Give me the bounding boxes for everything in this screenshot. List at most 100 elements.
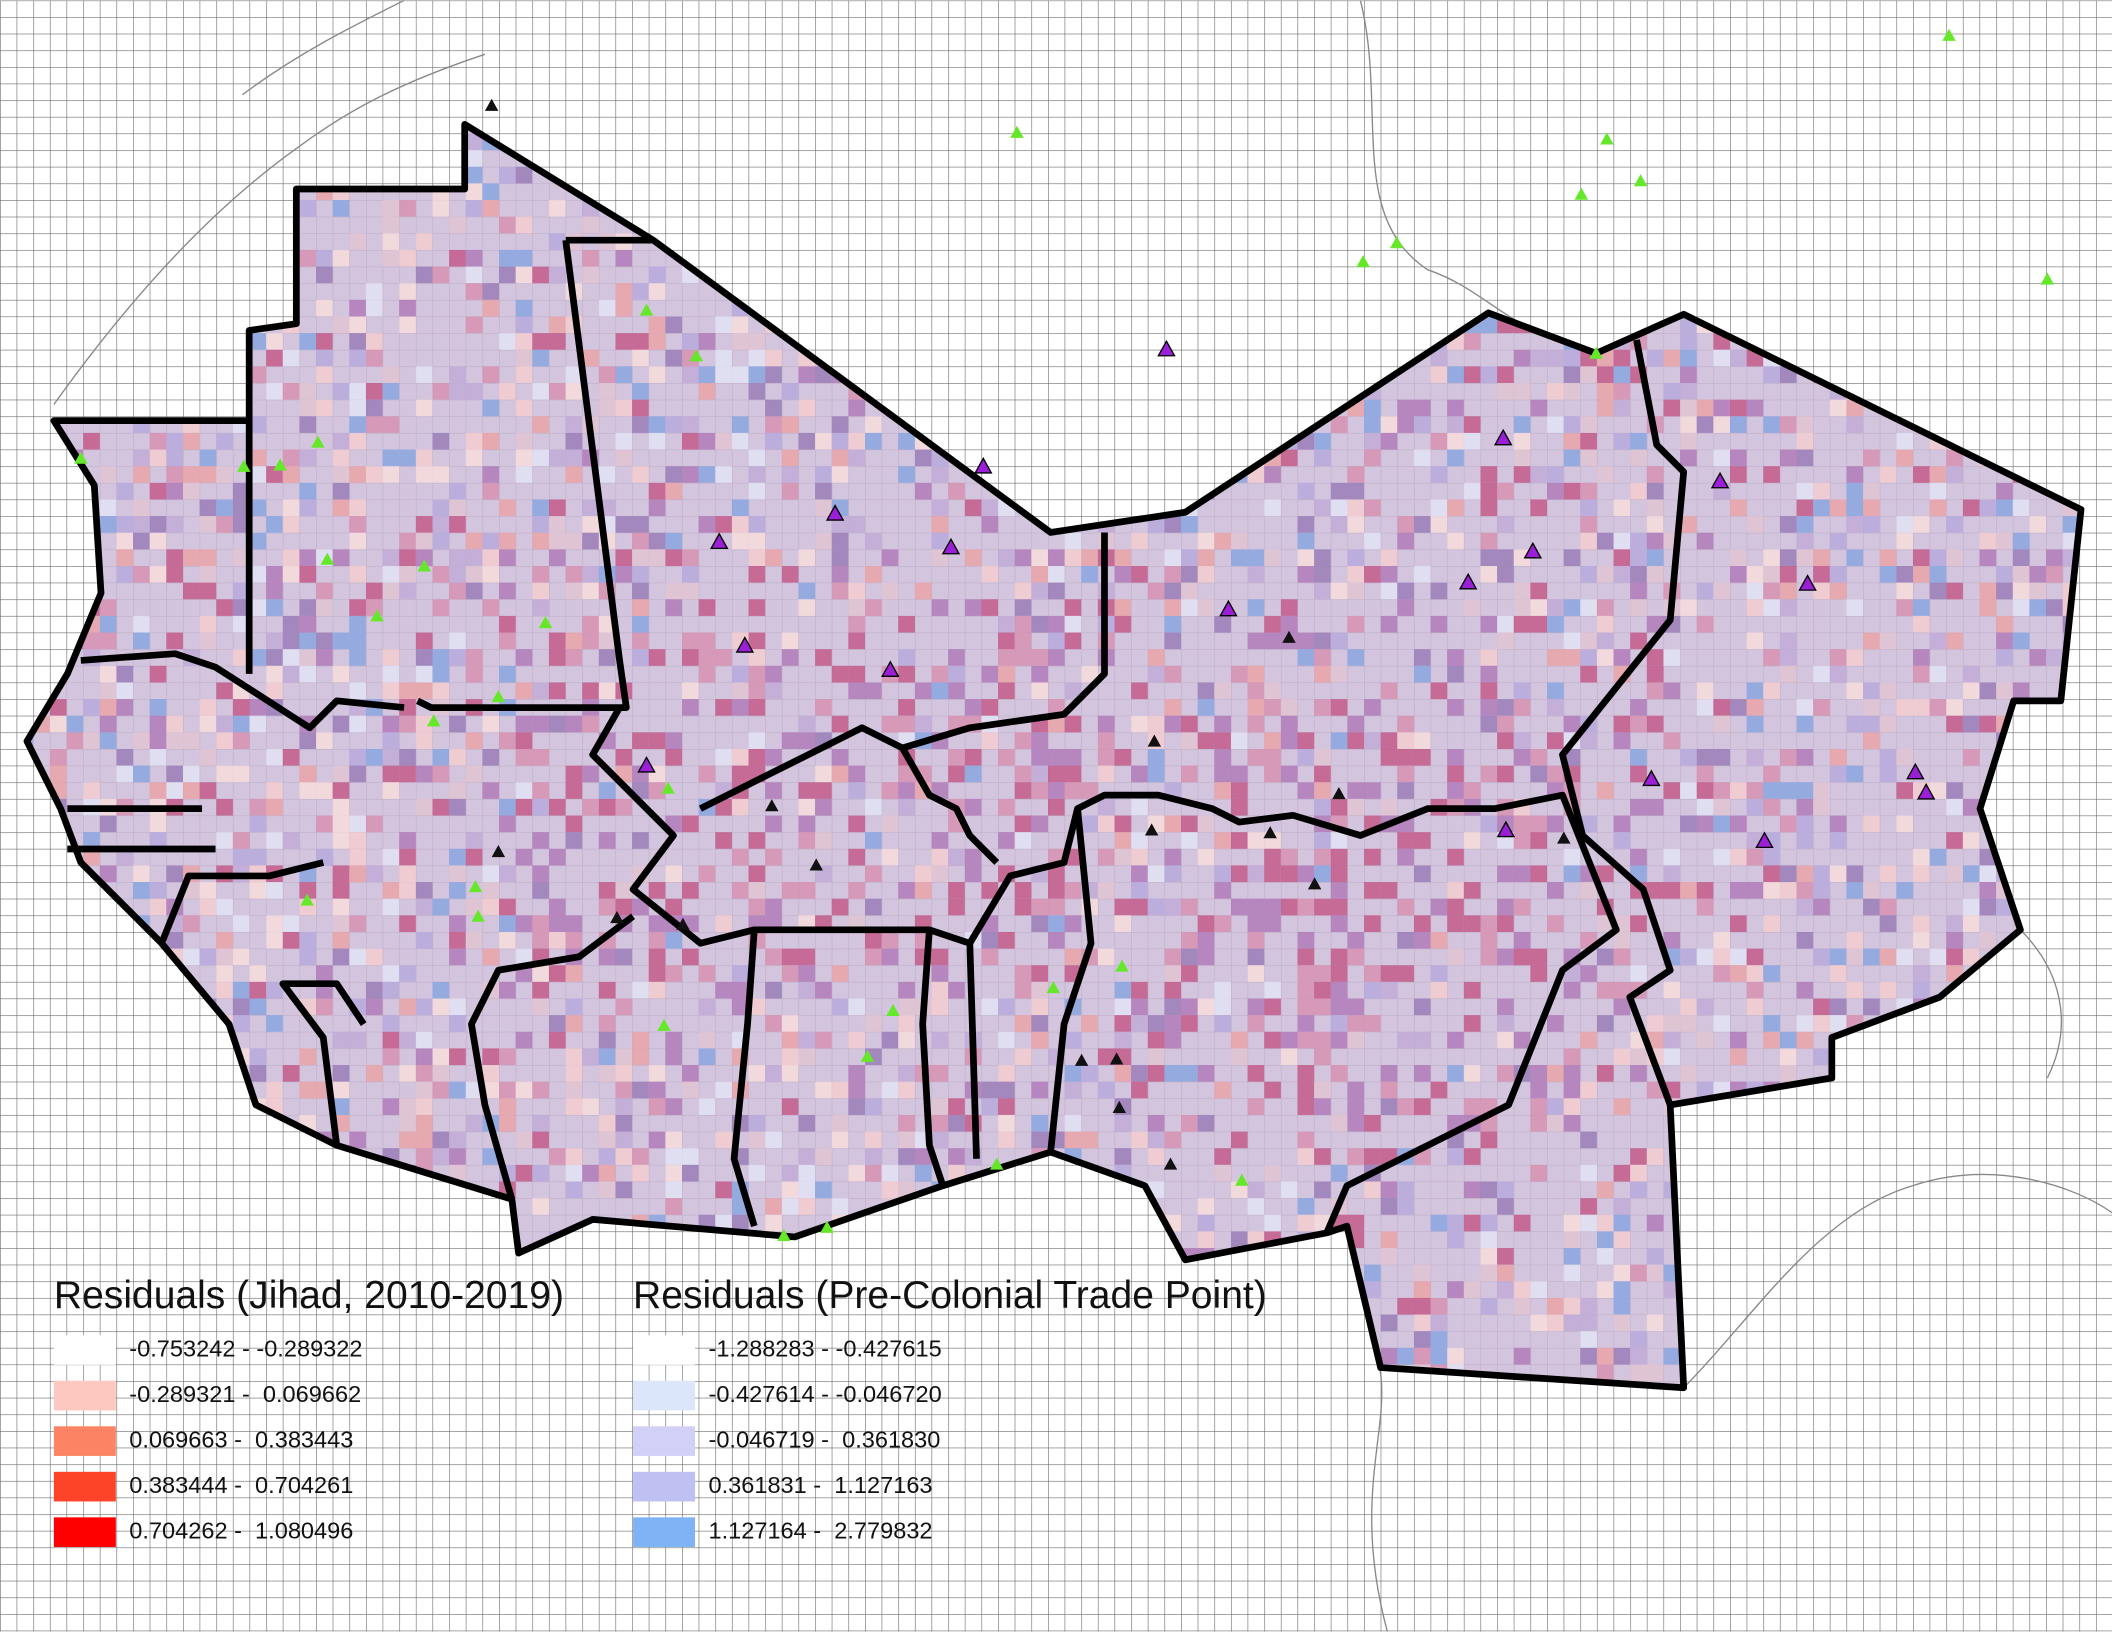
- cell: [1946, 782, 1963, 799]
- cell: [598, 399, 616, 417]
- cell: [133, 449, 150, 467]
- cell: [1630, 632, 1647, 650]
- cell: [1547, 1015, 1564, 1032]
- cell: [1164, 615, 1182, 633]
- cell: [998, 798, 1015, 816]
- cell: [931, 832, 949, 849]
- cell: [1463, 1181, 1481, 1199]
- cell: [399, 566, 416, 583]
- cell: [49, 748, 67, 766]
- cell: [998, 649, 1015, 666]
- cell: [1380, 416, 1398, 433]
- cell: [682, 366, 699, 384]
- cell: [415, 449, 433, 467]
- cell: [182, 915, 200, 932]
- cell: [1730, 965, 1747, 982]
- cell: [898, 1015, 915, 1032]
- cell: [748, 366, 766, 384]
- trade-point: [1642, 769, 1661, 787]
- cell: [465, 133, 483, 151]
- cell: [1214, 715, 1231, 733]
- cell: [715, 1181, 732, 1199]
- cell: [1829, 649, 1847, 666]
- cell: [1663, 981, 1681, 999]
- cell: [1946, 582, 1963, 600]
- cell: [1347, 482, 1365, 500]
- cell: [1413, 931, 1431, 949]
- cell: [1247, 1198, 1265, 1215]
- cell: [1896, 815, 1913, 833]
- cell: [1663, 782, 1681, 799]
- cell: [1181, 948, 1198, 966]
- cell: [299, 499, 317, 517]
- cell: [848, 1098, 866, 1115]
- cell: [482, 865, 500, 883]
- cell: [1131, 765, 1148, 783]
- cell: [1680, 366, 1697, 384]
- trade-point: [676, 917, 690, 930]
- cell: [1646, 466, 1664, 483]
- cell: [1014, 732, 1032, 749]
- cell: [948, 1098, 965, 1115]
- cell: [1214, 1164, 1231, 1182]
- cell: [1580, 1314, 1597, 1332]
- cell: [299, 200, 317, 217]
- cell: [1563, 349, 1581, 367]
- cell: [1297, 1015, 1315, 1032]
- cell: [499, 665, 516, 683]
- cell: [382, 1031, 400, 1049]
- cell: [1330, 832, 1348, 849]
- cell: [731, 316, 749, 334]
- cell: [2046, 549, 2063, 567]
- cell: [266, 582, 283, 600]
- cell: [648, 549, 666, 567]
- cell: [1480, 1131, 1498, 1149]
- cell: [499, 615, 516, 633]
- cell: [1779, 865, 1797, 883]
- cell: [1563, 383, 1581, 400]
- cell: [99, 516, 117, 533]
- cell: [615, 748, 633, 766]
- cell: [1746, 782, 1764, 799]
- cell: [182, 432, 200, 450]
- cell: [582, 632, 599, 650]
- cell: [1031, 782, 1048, 799]
- cell: [1530, 865, 1548, 883]
- cell: [1580, 1297, 1597, 1315]
- cell: [249, 466, 267, 483]
- cell: [1996, 532, 2013, 550]
- cell: [199, 632, 217, 650]
- cell: [1397, 1297, 1414, 1315]
- cell: [382, 582, 400, 600]
- trade-point: [484, 98, 499, 111]
- cell: [1047, 782, 1065, 799]
- cell: [665, 1148, 683, 1165]
- cell: [1480, 1248, 1498, 1265]
- cell: [1613, 1281, 1631, 1298]
- cell: [399, 549, 416, 567]
- cell: [1064, 1114, 1082, 1132]
- cell: [1630, 965, 1647, 982]
- cell: [648, 283, 666, 300]
- trade-point: [1916, 782, 1936, 800]
- cell: [1264, 981, 1281, 999]
- cell: [1380, 1248, 1398, 1265]
- cell: [332, 466, 350, 483]
- cell: [1330, 882, 1348, 899]
- cell: [1463, 832, 1481, 849]
- cell: [1430, 682, 1448, 700]
- cell: [1097, 1081, 1115, 1099]
- cell: [349, 915, 366, 932]
- cell: [1813, 998, 1830, 1016]
- cell: [648, 1131, 666, 1149]
- cell: [682, 1065, 699, 1082]
- cell: [1713, 748, 1731, 766]
- cell: [881, 1164, 899, 1182]
- cell: [1613, 399, 1631, 417]
- cell: [1197, 1231, 1215, 1249]
- cell: [1413, 1065, 1431, 1082]
- cell: [1680, 349, 1697, 367]
- cell: [299, 566, 317, 583]
- cell: [1447, 1231, 1464, 1249]
- cell: [1962, 798, 1980, 816]
